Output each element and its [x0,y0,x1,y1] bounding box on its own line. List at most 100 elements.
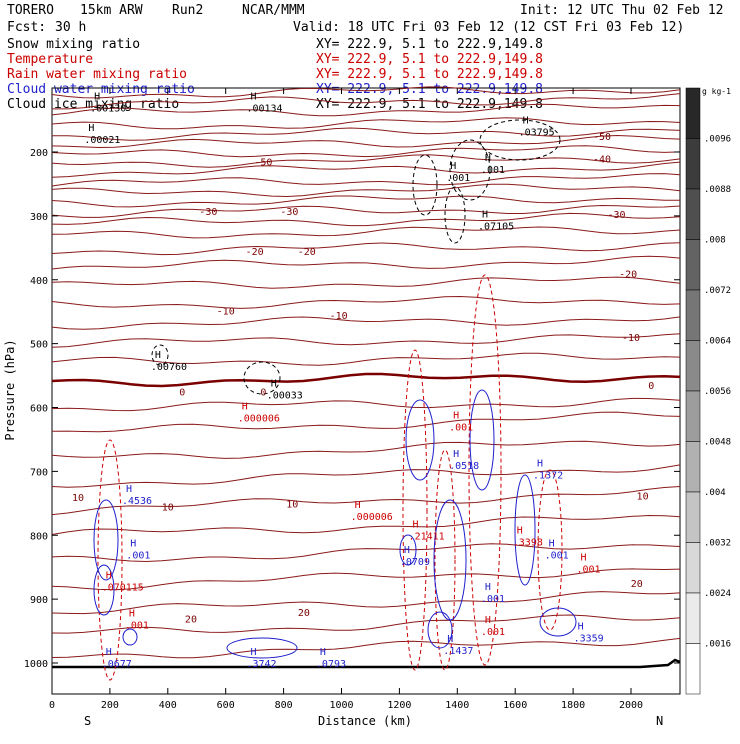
temperature-label: -50 [254,158,272,169]
temperature-label: -30 [280,207,298,218]
temperature-contour-line [51,173,681,187]
cloud-water-contour [93,499,119,581]
temperature-contour-line [51,614,681,634]
cloud-ice-contour [243,361,281,395]
rain-water-contour [434,449,456,671]
x-tick-label: 0 [49,700,55,711]
temperature-contour-line [51,637,681,659]
temperature-contour-line [51,204,681,218]
temperature-label: -10 [217,306,235,317]
temperature-label: -30 [607,210,625,221]
init-time: Init: 12 UTC Thu 02 Feb 12 [520,3,724,18]
maximum-marker: H [126,484,132,495]
maximum-marker: H [537,459,543,470]
colorbar-cell [685,289,701,341]
temperature-label: -50 [593,132,611,143]
y-tick-label: 900 [30,595,48,606]
maximum-value: .070115 [102,582,144,593]
colorbar: .0096 .0088 .008 .0072 .0064 .0056 .0048 .004 .0… [685,87,731,695]
maximum-value: .3359 [574,633,604,644]
x-axis-title: Distance (km) [318,714,412,728]
legend-xy-rain: XY= 222.9, 5.1 to 222.9,149.8 [316,67,543,82]
maximum-marker: H [447,634,453,645]
y-tick-label: 500 [30,340,48,351]
legend-item-snow: Snow mixing ratio [7,37,140,52]
legend-item-temperature: Temperature [7,52,93,67]
temperature-label: -30 [199,207,217,218]
maximum-value: .1437 [443,646,473,657]
maximum-marker: H [523,116,529,127]
temperature-contour-line [51,333,681,348]
maximum-value: .00033 [267,391,303,402]
colorbar-cell [685,239,701,291]
colorbar-cell [685,441,701,493]
cloud-water-contour [399,534,417,566]
cloud-water-contour [405,399,435,481]
temperature-label: 0 [260,388,266,399]
temperature-contour-line [51,276,681,289]
colorbar-label: .008 [704,236,726,246]
colorbar-cell [685,592,701,644]
maximum-value: .03795 [519,128,555,139]
temperature-label: -10 [330,311,348,322]
temperature-contour-line [51,486,681,516]
temperature-label: 10 [286,499,298,510]
maximum-marker: H [250,91,256,102]
x-tick-label: 2000 [619,700,643,711]
cloud-ice-contour [479,119,561,161]
maximum-marker: H [130,538,136,549]
maximum-marker: H [453,411,459,422]
cloud-water-contour [514,474,536,586]
maximum-value: .00134 [246,103,282,114]
temperature-contour-line [51,411,681,433]
temperature-contour-line [51,183,681,198]
valid-time: Valid: 18 UTC Fri 03 Feb 12 (12 CST Fri … [293,20,684,35]
cloud-water-contour [539,607,577,637]
cloud-ice-contour [444,186,466,244]
legend-xy-temperature: XY= 222.9, 5.1 to 222.9,149.8 [316,52,543,67]
maximum-marker: H [413,519,419,530]
temperature-contour-line [51,464,681,488]
temperature-contour-line [51,103,681,117]
x-tick-label: 1400 [445,700,469,711]
colorbar-cell [685,643,701,695]
maximum-marker: H [450,161,456,172]
colorbar-cell [685,340,701,392]
model-org: NCAR/MMM [242,3,305,18]
temperature-label: 0 [179,388,185,399]
legend: Snow mixing ratio XY= 222.9, 5.1 to 222.… [7,37,543,112]
legend-xy-cloud-water: XY= 222.9, 5.1 to 222.9,149.8 [316,82,543,97]
mixing-ratio-contours [93,119,577,681]
colorbar-label: .0088 [704,185,731,195]
model-run: Run2 [172,3,203,18]
model-resolution: 15km ARW [80,3,143,18]
maximum-marker: H [242,402,248,413]
temperature-label: 10 [637,492,649,503]
maximum-marker: H [485,615,491,626]
maximum-value: .00130 [90,103,126,114]
temperature-contour-line [51,226,681,239]
cloud-water-contour [226,637,298,659]
cloud-ice-contour [449,139,491,201]
terrain-line [52,658,681,669]
colorbar-label: .0024 [704,589,731,599]
colorbar-cell [685,542,701,594]
maximum-marker: H [485,582,491,593]
cloud-water-contour [93,564,115,616]
temperature-label: 10 [72,493,84,504]
maximum-value: .4536 [122,496,152,507]
rain-water-contour [402,349,428,671]
maximum-value: .0518 [449,461,479,472]
x-tick-label: 1800 [561,700,585,711]
maximum-value: .000006 [238,414,280,425]
contour-labels: -50 -50 -40 -30 -30 -30 -20 -20 -20 -10 -10 -10 0 0 0 1… [72,91,654,670]
cloud-water-contour [469,389,495,491]
maximum-value: .00021 [84,135,120,146]
temperature-contours [51,86,681,659]
temperature-label: -40 [593,154,611,165]
rain-water-contour [537,469,563,631]
cloud-water-contour [427,611,453,649]
temperature-contour-line [51,195,681,208]
colorbar-cell [685,138,701,190]
